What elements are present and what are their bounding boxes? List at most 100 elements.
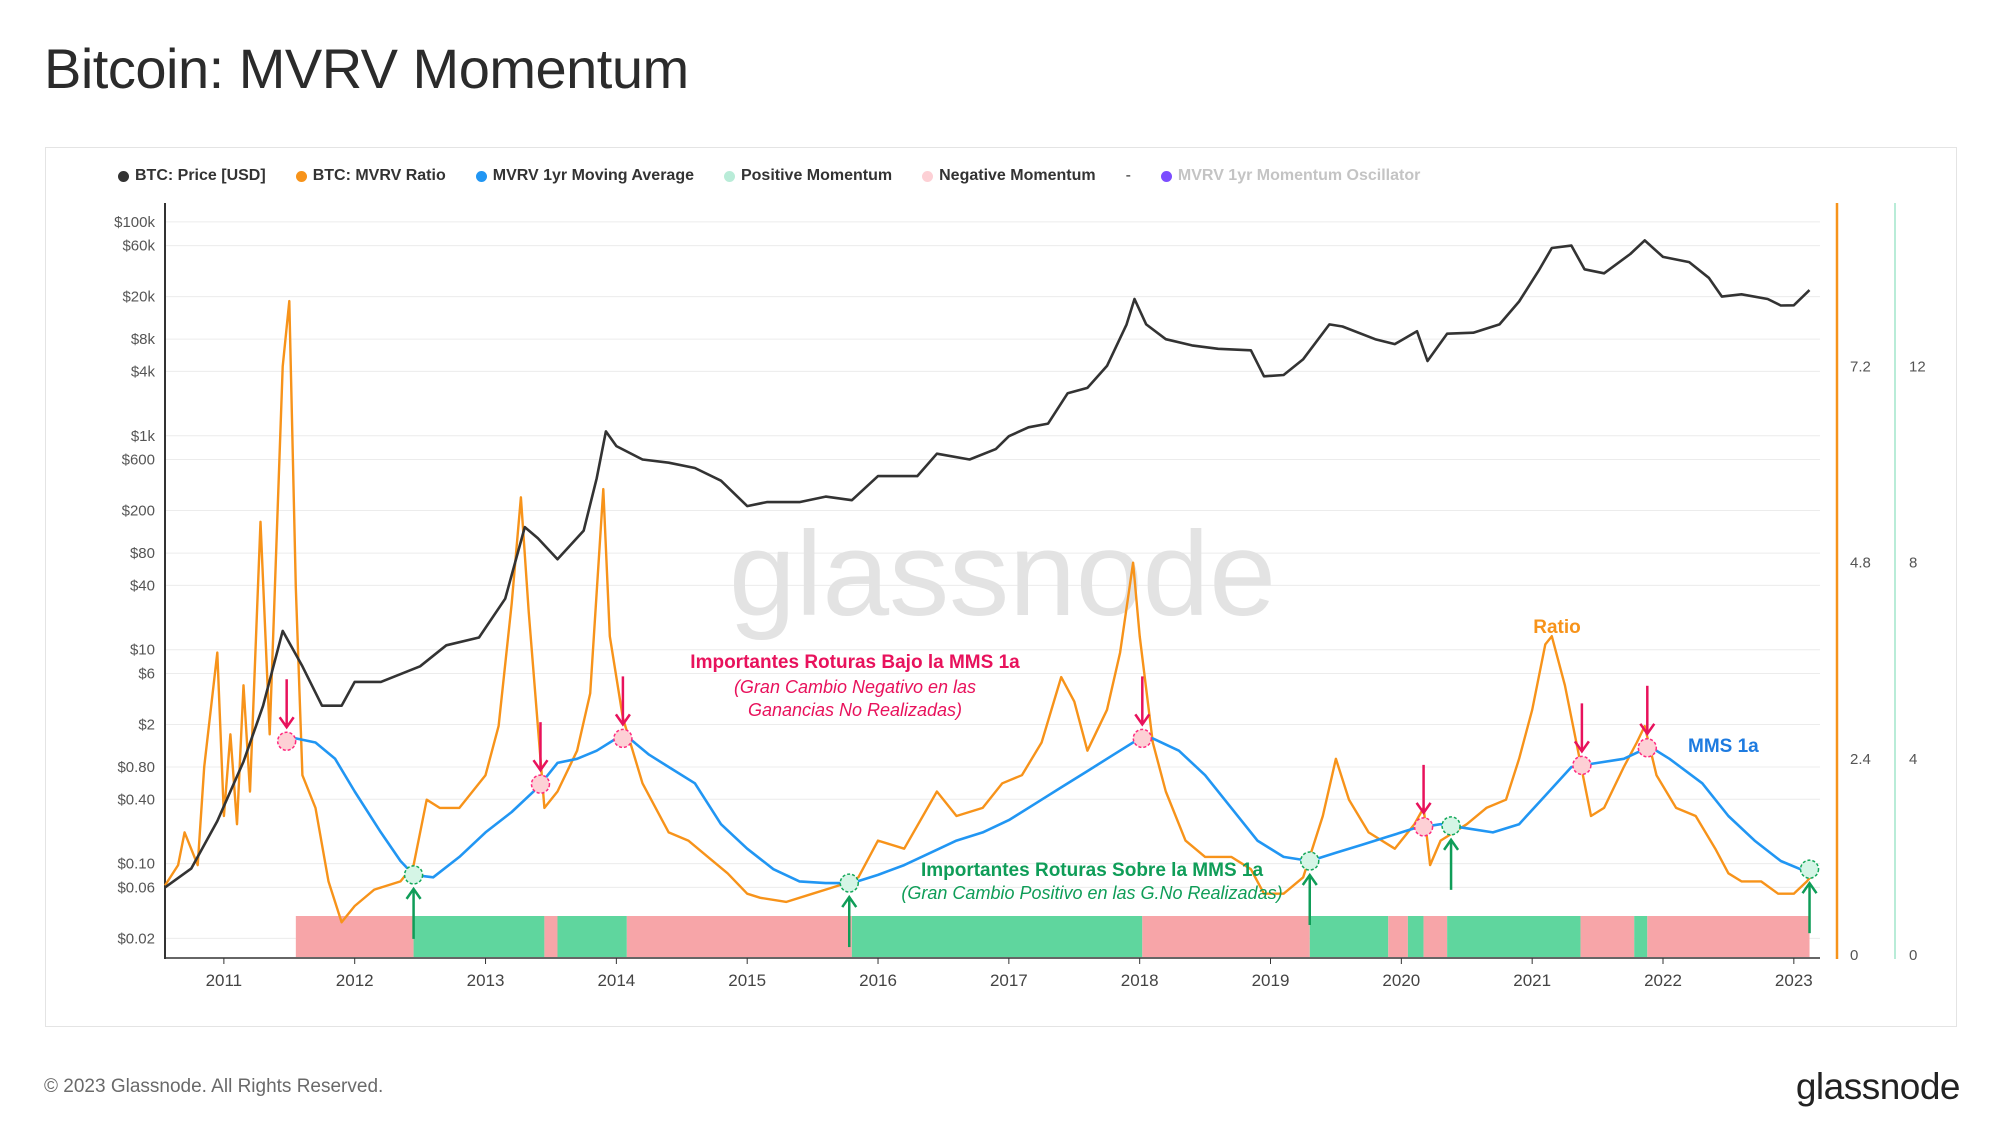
page-title: Bitcoin: MVRV Momentum: [44, 37, 689, 100]
legend-label-mvrv-ratio: BTC: MVRV Ratio: [312, 167, 446, 184]
y-osc-tick-label: 12: [1909, 358, 1926, 375]
breakup-marker: [403, 865, 424, 885]
x-tick-label: 2021: [1513, 971, 1551, 990]
x-tick-label: 2023: [1775, 971, 1813, 990]
breakdown-arrowhead-icon: [1415, 802, 1432, 816]
breakdown-arrowhead-icon: [278, 716, 295, 730]
y-left-tick-label: $2: [138, 716, 155, 733]
legend-label-positive-momentum: Positive Momentum: [740, 167, 893, 184]
momentum-band-positive: [851, 916, 1143, 957]
breakdown-marker: [1132, 728, 1153, 749]
x-tick-label: 2022: [1644, 971, 1682, 990]
legend-dot-icon: [723, 170, 735, 182]
momentum-band-negative: [1388, 916, 1408, 957]
breakdown-arrowhead-icon: [1134, 713, 1151, 727]
y-left-tick-label: $100k: [114, 214, 155, 231]
breakdown-arrowhead-icon: [1639, 723, 1656, 736]
y-ratio-tick-label: 7.2: [1850, 358, 1871, 375]
breakup-arrowhead-icon: [841, 894, 858, 908]
glassnode-logo: glassnode: [1795, 1066, 1961, 1107]
momentum-band-positive: [1309, 916, 1389, 957]
legend-label-negative-momentum: Negative Momentum: [939, 167, 1096, 184]
watermark-text: glassnode: [729, 507, 1276, 641]
momentum-band-negative: [1142, 916, 1310, 957]
y-left-tick-label: $0.02: [117, 930, 155, 947]
momentum-band-positive: [413, 916, 545, 957]
breakup-arrowhead-icon: [405, 886, 422, 900]
x-tick-label: 2019: [1252, 971, 1290, 990]
momentum-band-negative: [1580, 916, 1635, 957]
momentum-band-positive: [1634, 916, 1648, 957]
series-mvrv-ratio-line: [163, 299, 1815, 924]
legend-item-mvrv-ratio[interactable]: BTC: MVRV Ratio: [295, 167, 446, 185]
momentum-band-negative: [544, 916, 558, 957]
breakup-marker: [839, 873, 859, 893]
y-ratio-tick-label: 0: [1850, 947, 1858, 964]
breakdown-marker: [276, 731, 297, 752]
annotation-negative-sub1: (Gran Cambio Negativo en las: [734, 677, 976, 697]
breakdown-arrowhead-icon: [614, 713, 631, 727]
y-left-tick-label: $4k: [131, 363, 156, 380]
breakdown-marker: [1637, 738, 1658, 758]
y-osc-tick-label: 4: [1909, 751, 1917, 768]
legend-label-moving-average: MVRV 1yr Moving Average: [492, 167, 694, 184]
annotation-positive-sub: (Gran Cambio Positivo en las G.No Realiz…: [901, 883, 1282, 903]
breakdown-arrowhead-icon: [1573, 740, 1590, 754]
legend-dot-icon: [1160, 170, 1172, 182]
x-tick-label: 2017: [990, 971, 1028, 990]
breakup-arrowhead-icon: [1443, 837, 1460, 851]
y-ratio-tick-label: 2.4: [1850, 751, 1871, 768]
breakup-marker: [1441, 816, 1461, 836]
breakup-marker: [1799, 859, 1820, 879]
breakdown-marker: [1572, 755, 1592, 776]
y-left-tick-label: $60k: [122, 238, 155, 255]
x-tick-label: 2013: [467, 971, 505, 990]
y-left-tick-label: $0.40: [117, 791, 155, 808]
y-osc-tick-label: 8: [1909, 555, 1917, 572]
x-tick-label: 2016: [859, 971, 897, 990]
legend-item-price[interactable]: BTC: Price [USD]: [118, 167, 266, 185]
annotation-ma-label: MMS 1a: [1688, 736, 1759, 757]
momentum-band-positive: [557, 916, 627, 957]
legend-item-positive-momentum[interactable]: Positive Momentum: [723, 167, 893, 185]
x-tick-label: 2018: [1121, 971, 1159, 990]
breakup-arrowhead-icon: [1301, 872, 1318, 886]
legend-dot-icon: [475, 170, 487, 182]
momentum-band-negative: [1647, 916, 1810, 957]
series-moving-average-line: [282, 737, 1814, 885]
legend-dot-icon: [922, 170, 934, 182]
legend-separator: -: [1125, 167, 1131, 184]
y-left-tick-label: $0.06: [117, 879, 155, 896]
legend-item-negative-momentum[interactable]: Negative Momentum: [922, 167, 1096, 185]
chart-panel: BTC: Price [USD] BTC: MVRV Ratio MVRV 1y…: [45, 147, 1957, 1027]
y-left-tick-label: $10: [130, 642, 155, 659]
momentum-band-positive: [1447, 916, 1581, 957]
x-tick-label: 2020: [1382, 971, 1420, 990]
annotation-negative-sub2: Ganancias No Realizadas): [748, 700, 962, 720]
x-tick-label: 2012: [336, 971, 374, 990]
breakdown-marker: [613, 728, 633, 749]
y-left-tick-label: $0.10: [117, 856, 155, 873]
y-left-tick-label: $200: [122, 503, 155, 520]
x-tick-label: 2014: [597, 971, 635, 990]
breakdown-marker: [530, 774, 551, 794]
legend-item-moving-average[interactable]: MVRV 1yr Moving Average: [475, 167, 694, 185]
y-left-tick-label: $0.80: [117, 759, 155, 776]
legend-dot-icon: [118, 170, 129, 182]
y-left-tick-label: $8k: [131, 331, 156, 348]
y-left-tick-label: $600: [122, 452, 155, 469]
copyright-text: © 2023 Glassnode. All Rights Reserved.: [44, 1076, 384, 1097]
annotation-negative-title: Importantes Roturas Bajo la MMS 1a: [690, 652, 1020, 673]
annotation-ratio-label: Ratio: [1533, 617, 1581, 638]
breakdown-marker: [1413, 817, 1434, 837]
legend-dot-icon: [295, 170, 307, 182]
breakdown-arrowhead-icon: [532, 759, 549, 773]
y-left-tick-label: $40: [130, 577, 155, 594]
momentum-band-negative: [1423, 916, 1448, 957]
x-tick-label: 2015: [728, 971, 766, 990]
momentum-band-positive: [1407, 916, 1424, 957]
momentum-band-negative: [626, 916, 852, 957]
x-tick-label: 2011: [206, 971, 243, 990]
legend-item-oscillator[interactable]: MVRV 1yr Momentum Oscillator: [1160, 167, 1420, 185]
